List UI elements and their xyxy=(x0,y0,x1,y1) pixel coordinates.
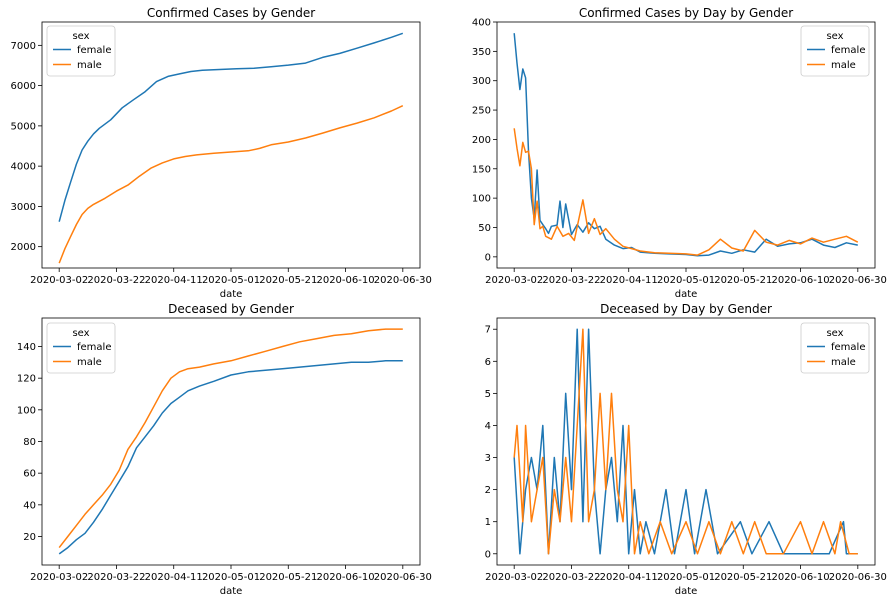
y-tick-label: 2000 xyxy=(11,242,36,253)
legend: sex female male xyxy=(46,322,116,374)
x-tick-label: 2020-03-02 xyxy=(485,572,543,583)
y-tick-label: 100 xyxy=(472,194,491,205)
legend-entry-male: male xyxy=(77,357,102,368)
y-tick-label: 5 xyxy=(485,389,491,400)
series-line-male xyxy=(58,105,404,264)
x-tick-label: 2020-06-10 xyxy=(771,572,829,583)
x-axis-label: date xyxy=(675,289,698,300)
series-line-male xyxy=(513,128,859,256)
y-tick-label: 300 xyxy=(472,76,491,87)
legend-entry-female: female xyxy=(77,45,111,56)
y-tick-label: 7000 xyxy=(11,41,36,52)
x-tick-label: 2020-06-10 xyxy=(771,275,829,286)
legend-entry-female: female xyxy=(831,342,865,353)
x-tick-label: 2020-03-22 xyxy=(87,572,145,583)
x-tick-label: 2020-06-30 xyxy=(829,572,887,583)
x-tick-label: 2020-06-10 xyxy=(316,572,374,583)
y-tick-label: 200 xyxy=(472,135,491,146)
y-tick-label: 4000 xyxy=(11,162,36,173)
x-tick-label: 2020-06-30 xyxy=(374,572,432,583)
x-tick-label: 2020-06-10 xyxy=(316,275,374,286)
legend-box xyxy=(46,25,116,77)
chart-title: Deceased by Gender xyxy=(168,302,294,316)
y-tick-label: 7 xyxy=(485,325,491,336)
x-tick-label: 2020-03-02 xyxy=(30,275,88,286)
x-tick-label: 2020-05-01 xyxy=(657,275,715,286)
y-tick-label: 0 xyxy=(485,252,491,263)
series-line-male xyxy=(513,328,858,555)
x-tick-label: 2020-03-22 xyxy=(542,572,600,583)
legend-title: sex xyxy=(72,31,89,42)
chart-title: Deceased by Day by Gender xyxy=(600,302,772,316)
legend-box xyxy=(800,322,870,374)
y-tick-label: 1 xyxy=(485,517,491,528)
y-tick-label: 400 xyxy=(472,18,491,29)
x-tick-label: 2020-03-22 xyxy=(87,275,145,286)
legend-entry-female: female xyxy=(77,342,111,353)
x-tick-label: 2020-03-02 xyxy=(30,572,88,583)
chart-title: Confirmed Cases by Gender xyxy=(147,6,315,20)
x-tick-label: 2020-05-21 xyxy=(259,275,317,286)
y-tick-label: 6000 xyxy=(11,81,36,92)
legend-entry-male: male xyxy=(77,60,102,71)
x-tick-label: 2020-05-21 xyxy=(714,275,772,286)
x-tick-label: 2020-05-21 xyxy=(259,572,317,583)
legend-box xyxy=(46,322,116,374)
chart-panel: 2020-03-02 2020-03-22 2020-04-11 2020-05-01… xyxy=(17,302,432,597)
y-tick-label: 140 xyxy=(17,342,36,353)
y-tick-label: 3 xyxy=(485,453,491,464)
y-tick-label: 150 xyxy=(472,164,491,175)
x-tick-label: 2020-05-01 xyxy=(657,572,715,583)
x-tick-label: 2020-06-30 xyxy=(829,275,887,286)
x-tick-label: 2020-03-02 xyxy=(485,275,543,286)
x-axis-label: date xyxy=(220,586,243,597)
y-tick-label: 250 xyxy=(472,106,491,117)
y-tick-label: 50 xyxy=(478,223,491,234)
x-tick-label: 2020-05-21 xyxy=(714,572,772,583)
legend: sex female male xyxy=(46,25,116,77)
chart-panel: 2020-03-02 2020-03-22 2020-04-11 2020-05-01… xyxy=(485,302,887,597)
x-tick-label: 2020-06-30 xyxy=(374,275,432,286)
y-tick-label: 350 xyxy=(472,47,491,58)
x-tick-label: 2020-04-11 xyxy=(600,275,658,286)
y-tick-label: 60 xyxy=(23,469,36,480)
legend: sex female male xyxy=(800,322,870,374)
y-tick-label: 80 xyxy=(23,437,36,448)
y-tick-label: 0 xyxy=(485,549,491,560)
x-tick-label: 2020-05-01 xyxy=(202,572,260,583)
y-tick-label: 2 xyxy=(485,485,491,496)
legend-entry-male: male xyxy=(831,357,856,368)
x-tick-label: 2020-04-11 xyxy=(145,572,203,583)
chart-panel: 2020-03-02 2020-03-22 2020-04-11 2020-05-01… xyxy=(11,6,432,300)
legend-entry-male: male xyxy=(831,60,856,71)
y-tick-label: 5000 xyxy=(11,121,36,132)
y-tick-label: 6 xyxy=(485,357,491,368)
legend-title: sex xyxy=(826,31,843,42)
x-tick-label: 2020-05-01 xyxy=(202,275,260,286)
legend: sex female male xyxy=(800,25,870,77)
x-tick-label: 2020-04-11 xyxy=(145,275,203,286)
legend-title: sex xyxy=(826,328,843,339)
x-axis-label: date xyxy=(675,586,698,597)
series-line-female xyxy=(58,360,403,555)
chart-panel: 2020-03-02 2020-03-22 2020-04-11 2020-05-01… xyxy=(472,6,887,300)
y-tick-label: 20 xyxy=(23,532,36,543)
legend-box xyxy=(800,25,870,77)
y-tick-label: 4 xyxy=(485,421,491,432)
series-line-female xyxy=(58,32,404,222)
chart-title: Confirmed Cases by Day by Gender xyxy=(579,6,793,20)
series-line-male xyxy=(58,328,403,549)
y-tick-label: 3000 xyxy=(11,202,36,213)
y-tick-label: 40 xyxy=(23,500,36,511)
x-tick-label: 2020-03-22 xyxy=(542,275,600,286)
x-tick-label: 2020-04-11 xyxy=(600,572,658,583)
legend-entry-female: female xyxy=(831,45,865,56)
x-axis-label: date xyxy=(220,289,243,300)
y-tick-label: 120 xyxy=(17,374,36,385)
y-tick-label: 100 xyxy=(17,405,36,416)
series-line-female xyxy=(513,33,858,257)
legend-title: sex xyxy=(72,328,89,339)
